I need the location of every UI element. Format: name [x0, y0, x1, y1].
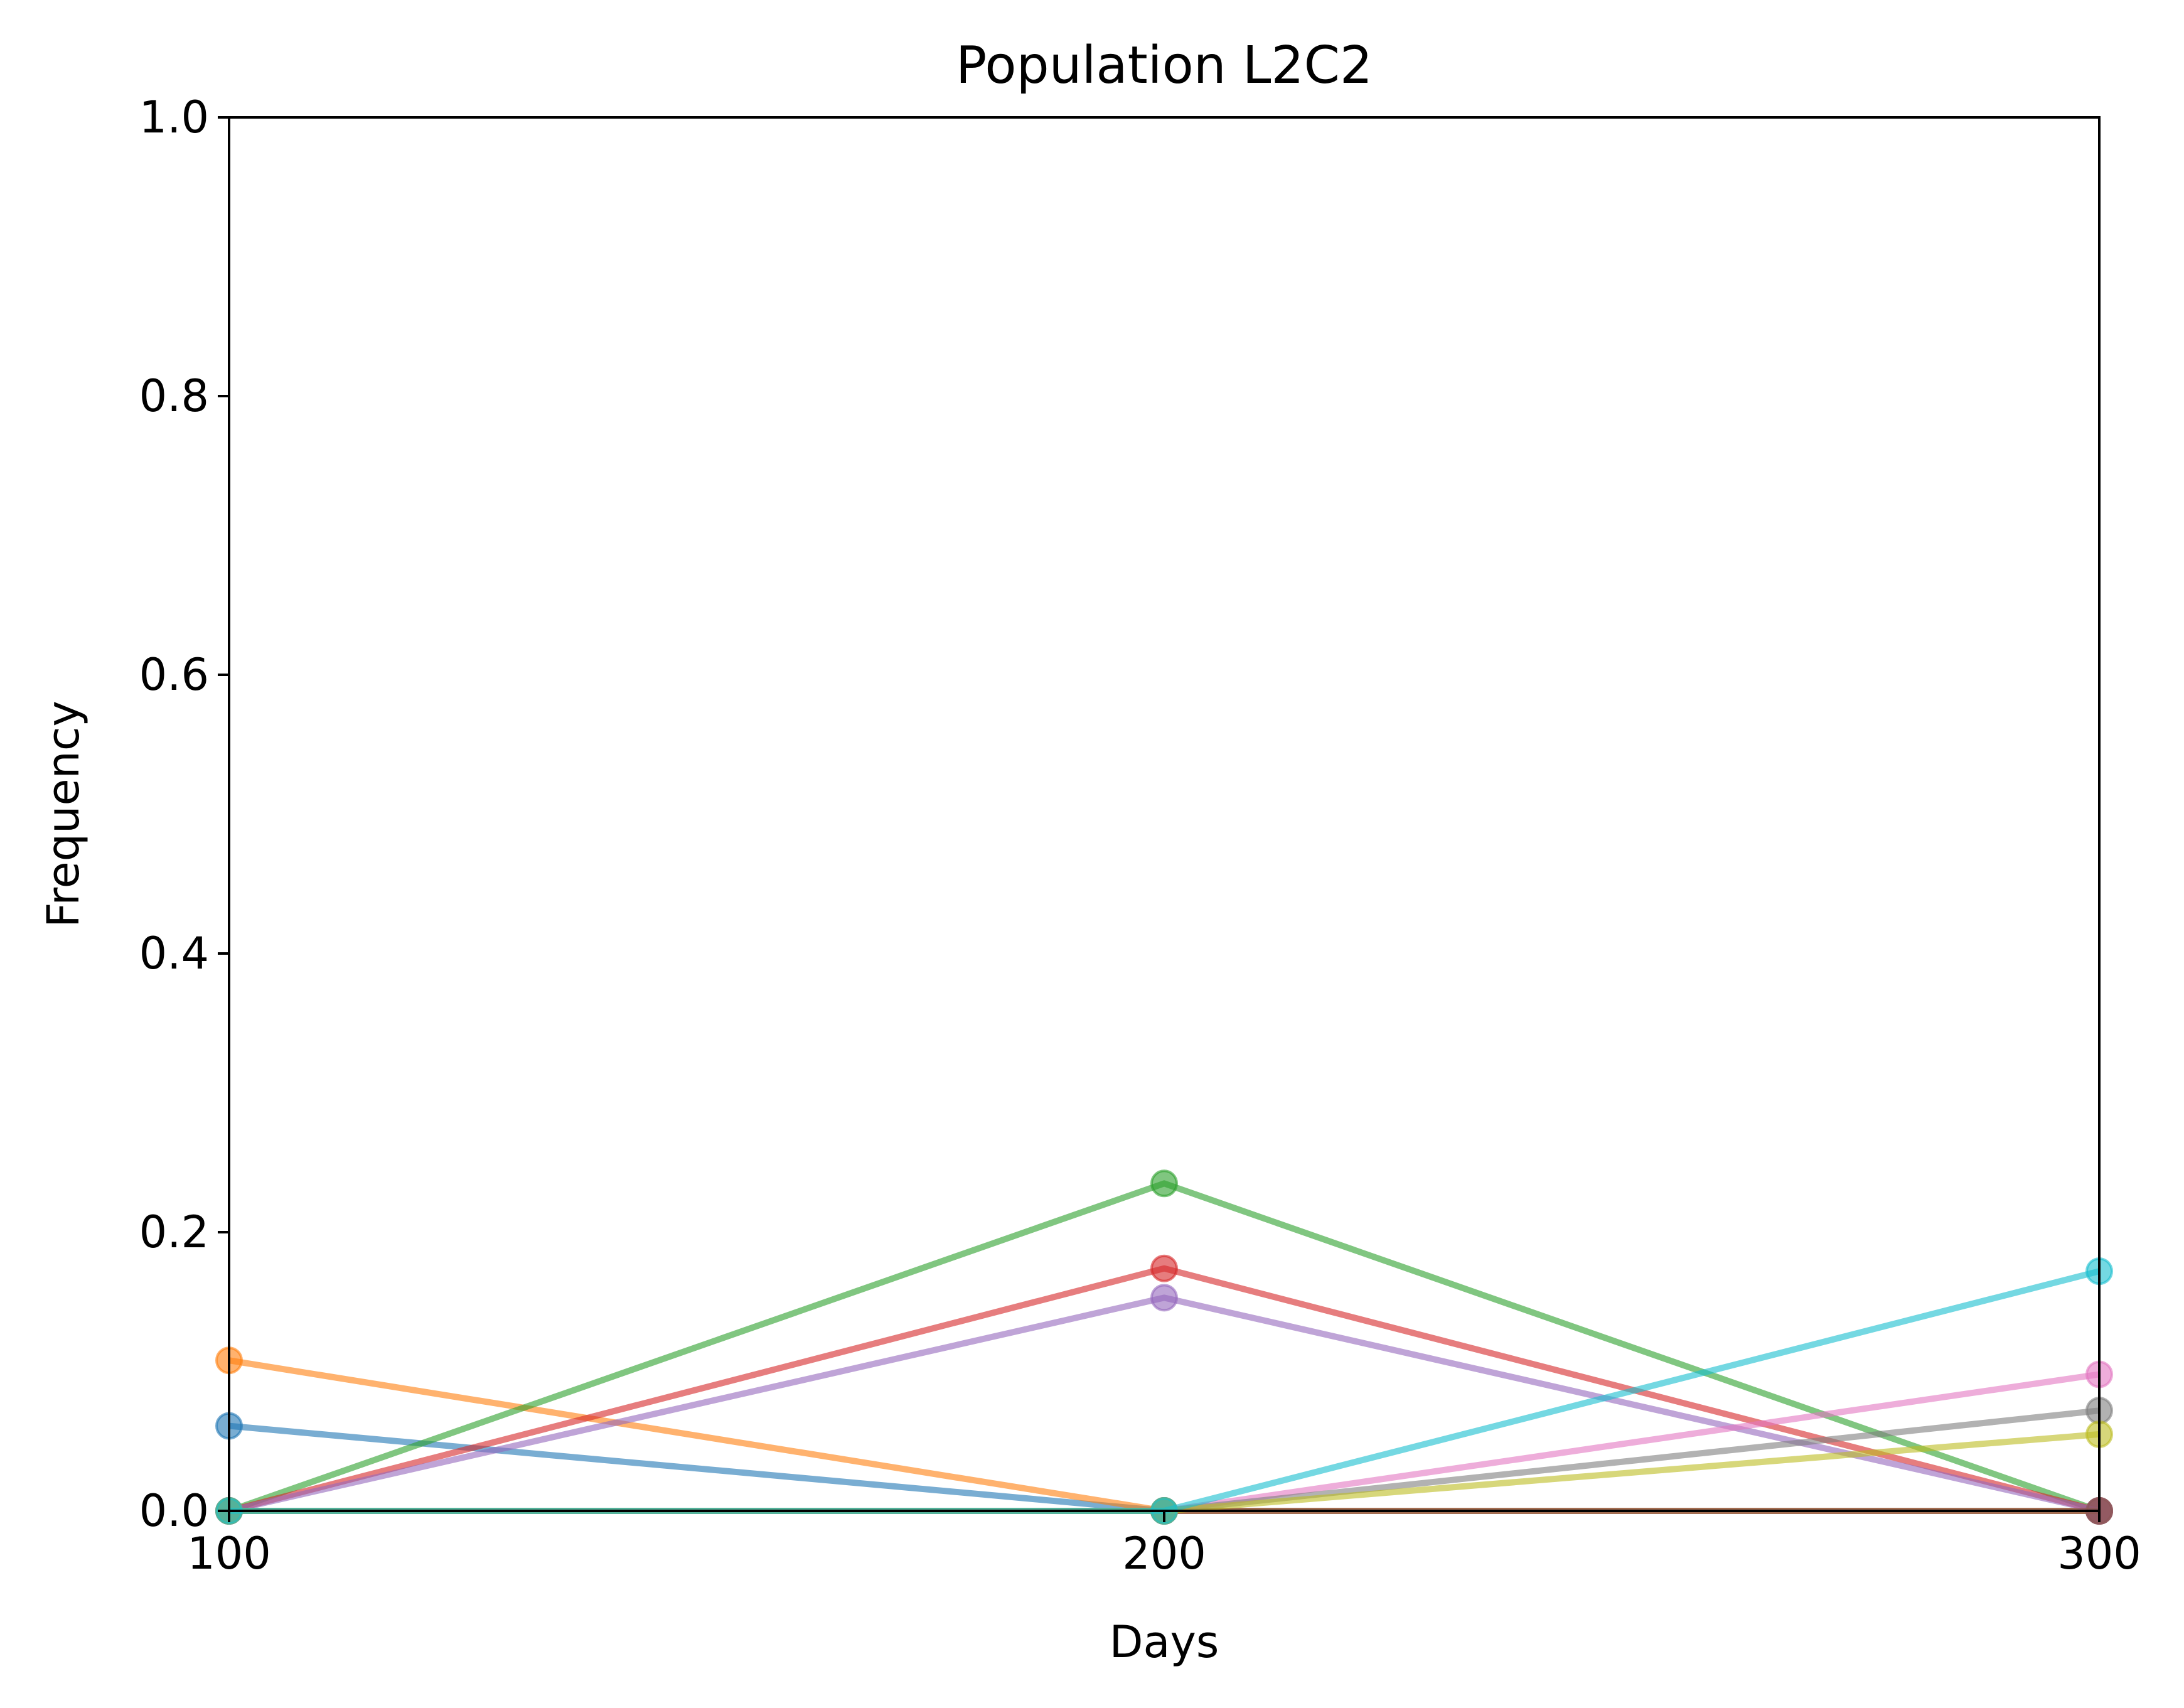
x-tick-label: 200	[1122, 1528, 1206, 1579]
x-tick-label: 100	[187, 1528, 271, 1579]
y-tick-label: 0.6	[139, 649, 209, 701]
y-tick-label: 0.0	[139, 1485, 209, 1537]
x-axis-label: Days	[1110, 1616, 1219, 1668]
x-tick-label: 300	[2057, 1528, 2141, 1579]
series-3-point	[1150, 1169, 1178, 1198]
y-tick-label: 0.8	[139, 370, 209, 422]
chart-title: Population L2C2	[956, 36, 1373, 95]
y-tick-label: 1.0	[139, 92, 209, 143]
y-tick-label: 0.2	[139, 1206, 209, 1258]
y-tick-label: 0.4	[139, 928, 209, 979]
y-axis-label: Frequency	[38, 701, 89, 928]
axes-layer: 0.0 0.2 0.4 0.6 0.8 1.0 100 200 300	[139, 92, 2141, 1579]
series-4-point	[1150, 1254, 1178, 1282]
series-5-point	[1150, 1284, 1178, 1312]
